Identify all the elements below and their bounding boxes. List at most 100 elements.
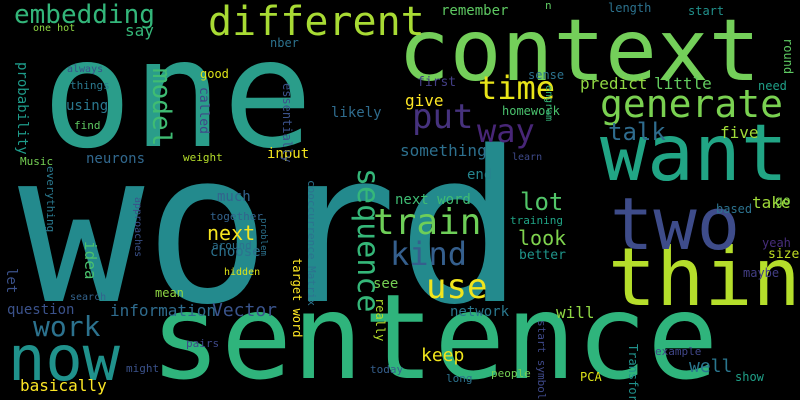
cloud-word-always: always [67,64,104,75]
cloud-word-size: size [768,247,800,262]
cloud-word-maybe: maybe [743,266,780,280]
cloud-word-keep: keep [421,345,465,366]
cloud-word-cooccurrence-matrix: cooccurrence Matrix [305,180,318,306]
cloud-word-give: give [405,91,444,110]
cloud-word-something: something [400,141,487,160]
cloud-word-called: called [196,87,211,134]
cloud-word-probability: probability [14,62,30,155]
cloud-word-start: start [688,4,725,18]
cloud-word-good: good [200,67,229,81]
cloud-word-today: today [370,363,404,376]
cloud-word-much: much [217,189,251,205]
cloud-word-next: next [207,221,256,245]
cloud-word-one-hot: one hot [33,23,76,34]
cloud-word-learn: learn [512,152,543,163]
cloud-word-engram: engram [543,85,554,122]
cloud-word-generate: generate [600,82,784,126]
cloud-word-better: better [519,248,566,263]
cloud-word-will: will [556,303,595,322]
cloud-word-need: need [758,79,787,93]
cloud-word-think: think [608,231,800,324]
cloud-word-find: find [74,119,101,132]
cloud-word-show: show [735,370,764,384]
cloud-word-two: two [610,182,741,266]
cloud-word-embedding: embedding [14,0,155,30]
cloud-word-use: use [426,267,488,307]
cloud-word-long: long [446,372,473,385]
cloud-word-weight: weight [183,151,223,164]
cloud-word-pca: PCA [580,370,602,384]
cloud-word-transformers: Transformers [626,344,640,400]
cloud-word-hidden: hidden [224,267,261,278]
cloud-word-lot: lot [520,188,564,216]
cloud-word-model: model [146,68,176,147]
cloud-word-go: go [775,194,791,209]
cloud-word-idea: idea [81,241,100,280]
cloud-word-homework: homework [502,104,560,118]
cloud-word-start-symbol: start symbol [535,320,548,400]
cloud-word-remember: remember [441,3,509,19]
cloud-word-vector: Vector [212,300,278,321]
cloud-word-things: things [70,79,110,92]
cloud-word-mean: mean [155,286,184,300]
cloud-word-likely: likely [331,105,382,121]
cloud-word-way: way [477,112,535,150]
cloud-word-around: around [212,239,252,252]
cloud-word-little: little [654,74,712,93]
cloud-word-sense: sense [528,68,565,82]
cloud-word-five: five [720,123,759,142]
cloud-word-training: training [510,214,563,227]
cloud-word-end: end [467,167,493,183]
cloud-word-people: people [491,367,531,380]
cloud-word-well: well [689,356,733,377]
cloud-word-approaches: approaches [132,197,143,258]
cloud-word-first: first [417,75,457,90]
cloud-word-put: put [412,97,474,137]
cloud-word-sentence: sentence [150,268,719,400]
cloud-word-one: one [42,8,313,182]
cloud-word-talk: talk [608,118,666,146]
cloud-word-take: take [752,193,791,212]
cloud-word-want: want [600,109,788,199]
cloud-word-choose: choose [210,244,261,260]
cloud-word-word: word [18,106,524,351]
cloud-word-context: context [398,1,761,101]
cloud-word-different: different [208,0,425,45]
cloud-word-predict: predict [580,74,648,93]
cloud-word-yeah: yeah [762,236,791,250]
cloud-word-network: network [450,304,510,320]
cloud-word-look: look [518,226,567,250]
cloud-word-neurons: neurons [86,151,146,167]
cloud-word-next-word: next word [395,192,471,208]
cloud-word-n: n [545,0,552,12]
cloud-word-together: together [210,210,263,223]
cloud-word-length: length [608,1,652,15]
cloud-word-input: input [267,146,310,162]
cloud-word-round: round [781,38,795,75]
cloud-word-let: let [3,268,19,294]
cloud-word-time: time [478,69,556,107]
cloud-word-might: might [126,362,160,375]
cloud-word-say: say [125,21,154,40]
cloud-word-really: really [373,298,387,342]
cloud-word-example: example [655,345,702,358]
cloud-word-kind: kind [390,235,468,273]
cloud-word-using: using [66,98,109,114]
cloud-word-essentially: essentially [280,83,294,163]
cloud-word-based: based [716,202,753,216]
cloud-word-music: Music [20,155,54,168]
cloud-word-now: now [8,322,120,395]
cloud-word-nber: nber [270,36,299,50]
cloud-word-work: work [33,310,101,343]
cloud-word-basically: basically [20,376,107,395]
cloud-word-question: question [7,302,75,318]
cloud-word-see: see [373,276,399,292]
cloud-word-information: information [110,301,216,320]
cloud-word-target-word: target word [290,258,304,338]
cloud-word-problem: problem [258,218,268,256]
cloud-word-search: search [70,292,107,303]
cloud-word-everything: everything [44,166,57,233]
cloud-word-pairs: pairs [186,337,220,350]
cloud-word-train: train [373,202,482,243]
